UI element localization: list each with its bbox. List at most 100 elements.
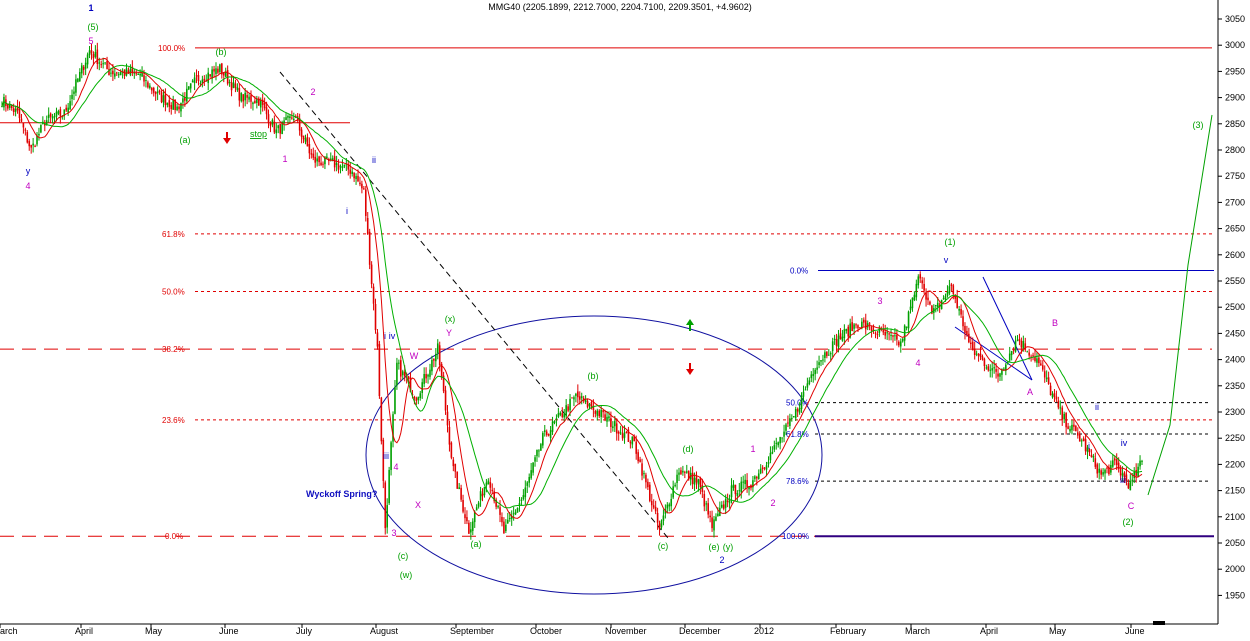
- candle-body: [561, 413, 564, 417]
- candle-body: [481, 493, 484, 497]
- candle-body: [312, 153, 315, 158]
- wave-label: 2: [719, 555, 724, 565]
- candle-body: [666, 504, 669, 509]
- wave-label: 1: [750, 444, 755, 454]
- candle-body: [186, 88, 188, 102]
- candle-body: [946, 291, 949, 296]
- candle-body: [571, 397, 573, 399]
- candle-body: [818, 362, 820, 366]
- candle-body: [1086, 447, 1089, 452]
- candle-body: [176, 106, 178, 111]
- candle-body: [746, 480, 748, 487]
- candle-body: [63, 109, 66, 116]
- candle-body: [45, 120, 48, 125]
- candle-body: [532, 462, 534, 473]
- candle-body: [740, 481, 743, 493]
- candle-body: [693, 477, 696, 485]
- wave-label: iv: [1121, 438, 1128, 448]
- wave-label: (a): [471, 539, 482, 549]
- candle-body: [421, 382, 424, 393]
- candle-body: [77, 78, 79, 82]
- candle-body: [814, 369, 816, 375]
- candle-body: [586, 401, 589, 408]
- candle-body: [621, 433, 624, 439]
- candle-body: [254, 100, 256, 103]
- candle-body: [115, 72, 118, 74]
- candle-body: [55, 111, 58, 117]
- candle-body: [542, 432, 544, 446]
- candle-body: [868, 323, 871, 325]
- candle-body: [450, 442, 453, 458]
- candle-body: [635, 441, 637, 454]
- wave-label: (1): [945, 237, 956, 247]
- candle-body: [1133, 472, 1136, 479]
- candle-body: [549, 430, 552, 439]
- candle-body: [343, 164, 346, 167]
- wave-label: A: [1027, 387, 1033, 397]
- candle-body: [964, 325, 966, 334]
- moving-average-layer: [1, 57, 1143, 519]
- candle-body: [277, 125, 280, 129]
- candle-body: [232, 82, 235, 88]
- y-tick-label: 2150: [1225, 486, 1245, 496]
- fib-label: 0.0%: [165, 532, 183, 541]
- wave-label: C: [1128, 501, 1135, 511]
- wave-label: X: [415, 500, 421, 510]
- candle-body: [187, 86, 190, 90]
- wave-label: (y): [723, 542, 734, 552]
- candle-body: [613, 421, 616, 427]
- candle-body: [1141, 460, 1143, 462]
- candle-body: [1038, 357, 1040, 364]
- wave-label: (2): [1123, 517, 1134, 527]
- candle-body: [271, 119, 274, 125]
- candle-body: [1121, 473, 1124, 476]
- candle-body: [864, 320, 867, 330]
- candle-body: [256, 99, 258, 103]
- candle-body: [923, 283, 925, 291]
- candle-body: [732, 484, 735, 488]
- candle-body: [1113, 458, 1116, 461]
- candle-body: [545, 431, 548, 435]
- candle-body: [892, 335, 894, 337]
- wave-label: 4: [915, 358, 920, 368]
- candle-body: [680, 470, 682, 475]
- candle-body: [316, 158, 318, 162]
- candle-body: [219, 64, 221, 72]
- candle-body: [695, 475, 698, 483]
- candle-body: [26, 132, 29, 143]
- wave-label: 1: [282, 154, 287, 164]
- projection-wave-3: [1147, 114, 1213, 496]
- candle-body: [446, 411, 449, 426]
- candle-body: [736, 493, 739, 497]
- candle-body: [777, 442, 780, 446]
- candle-body: [47, 114, 50, 118]
- candle-body: [942, 298, 945, 300]
- candle-body: [65, 107, 67, 111]
- candle-body: [580, 396, 583, 399]
- candle-body: [742, 481, 744, 483]
- candle-body: [1014, 340, 1017, 352]
- candle-body: [228, 82, 231, 84]
- candle-body: [388, 469, 390, 504]
- y-tick-label: 2450: [1225, 328, 1245, 338]
- candle-body: [826, 351, 828, 357]
- candle-body: [670, 498, 673, 507]
- candle-body: [462, 499, 464, 512]
- candle-body: [944, 296, 947, 300]
- candle-body: [577, 391, 579, 398]
- candle-body: [429, 369, 431, 377]
- candle-body: [470, 529, 472, 533]
- candle-body: [995, 369, 997, 372]
- candle-body: [376, 332, 379, 347]
- candle-body: [141, 73, 143, 77]
- candle-body: [685, 471, 688, 473]
- y-tick-label: 1950: [1225, 590, 1245, 600]
- candle-body: [483, 486, 486, 496]
- candle-body: [149, 85, 151, 89]
- candle-body: [493, 491, 495, 502]
- candle-body: [197, 75, 200, 81]
- candle-body: [1106, 467, 1108, 469]
- candle-body: [520, 499, 523, 501]
- annotation-shapes-layer: [223, 71, 1213, 595]
